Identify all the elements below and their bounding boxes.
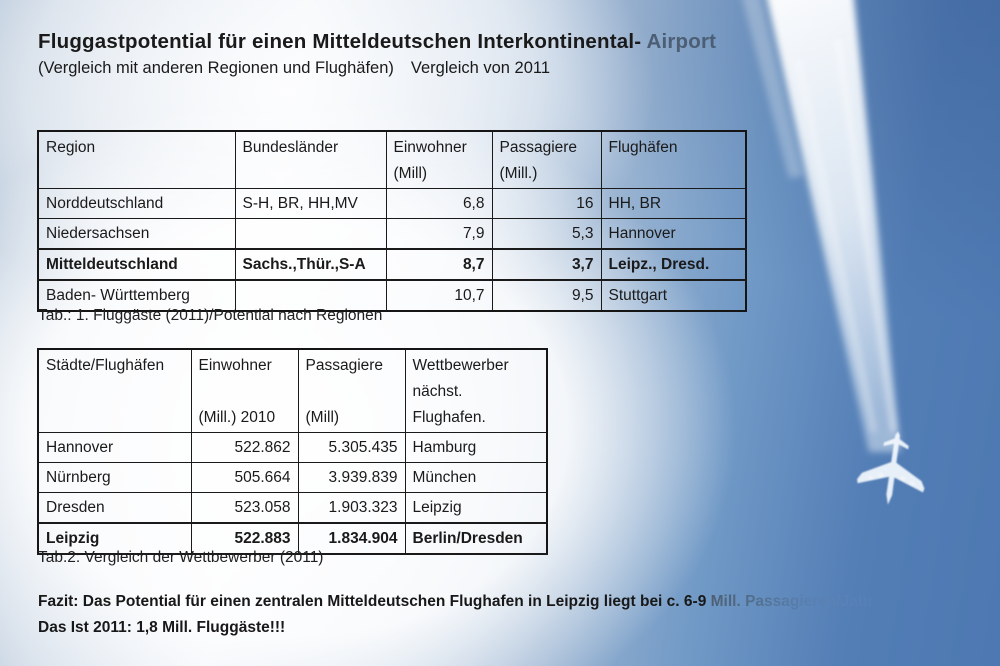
column-header-region: Region xyxy=(37,130,236,189)
cell-wettbewerber: Leipzig xyxy=(404,492,548,524)
contrail xyxy=(767,0,901,452)
cell-passagiere: 1.903.323 xyxy=(297,492,406,524)
contrail-streak xyxy=(796,59,876,433)
contrail-streak xyxy=(835,39,897,433)
competitors-table-header-row: Städte/Flughäfen Einwohner (Mill.) 2010 … xyxy=(37,348,548,433)
cell-einwohner: 522.883 xyxy=(190,522,299,555)
cell-einwohner: 523.058 xyxy=(190,492,299,524)
column-header-einwohner: Einwohner (Mill.) 2010 xyxy=(190,348,299,433)
page-title-main: Fluggastpotential für einen Mitteldeutsc… xyxy=(38,30,642,53)
cell-wettbewerber: München xyxy=(404,462,548,493)
cell-einwohner: 8,7 xyxy=(385,248,493,281)
regions-table: Region Bundesländer Einwohner (Mill) Pas… xyxy=(37,130,747,312)
cell-region: Mitteldeutschland xyxy=(37,248,236,281)
airplane xyxy=(857,431,925,505)
cell-passagiere: 5.305.435 xyxy=(297,432,406,463)
cell-wettbewerber: Hamburg xyxy=(404,432,548,463)
contrail-wisp xyxy=(742,0,803,178)
cell-einwohner: 7,9 xyxy=(385,218,493,250)
conclusion-text: Fazit: Das Potential für einen zentralen… xyxy=(38,589,873,641)
cell-einwohner: 10,7 xyxy=(385,279,493,312)
table-row: Hannover 522.862 5.305.435 Hamburg xyxy=(37,432,548,463)
cell-passagiere: 3.939.839 xyxy=(297,462,406,493)
cell-passagiere: 9,5 xyxy=(491,279,602,312)
cell-region: Baden- Württemberg xyxy=(37,279,236,312)
cell-bundeslaender xyxy=(234,279,387,312)
regions-table-header-row: Region Bundesländer Einwohner (Mill) Pas… xyxy=(37,130,747,189)
cell-stadt: Leipzig xyxy=(37,522,192,555)
conclusion-line2: Das Ist 2011: 1,8 Mill. Fluggäste!!! xyxy=(38,619,286,636)
page-title: Fluggastpotential für einen Mitteldeutsc… xyxy=(38,30,716,54)
cell-flughaefen: HH, BR xyxy=(600,188,747,219)
cell-region: Norddeutschland xyxy=(37,188,236,219)
cell-wettbewerber: Berlin/Dresden xyxy=(404,522,548,555)
subtitle-comparison: (Vergleich mit anderen Regionen und Flug… xyxy=(38,59,394,77)
cell-passagiere: 3,7 xyxy=(491,248,602,281)
cell-bundeslaender xyxy=(234,218,387,250)
column-header-einwohner: Einwohner (Mill) xyxy=(385,130,493,189)
cell-bundeslaender: S-H, BR, HH,MV xyxy=(234,188,387,219)
cell-passagiere: 16 xyxy=(491,188,602,219)
subtitle-year: Vergleich von 2011 xyxy=(410,59,551,77)
cell-bundeslaender: Sachs.,Thür.,S-A xyxy=(234,248,387,281)
column-header-flughaefen: Flughäfen xyxy=(600,130,747,189)
cell-stadt: Hannover xyxy=(37,432,192,463)
cell-einwohner: 505.664 xyxy=(190,462,299,493)
table-row: Nürnberg 505.664 3.939.839 München xyxy=(37,462,548,493)
cell-stadt: Nürnberg xyxy=(37,462,192,493)
table-row: Baden- Württemberg 10,7 9,5 Stuttgart xyxy=(37,279,747,312)
conclusion-line1-dark: Fazit: Das Potential für einen zentralen… xyxy=(38,593,707,610)
column-header-wettbewerber: Wettbewerber nächst. Flughafen. xyxy=(404,348,548,433)
table-row: Niedersachsen 7,9 5,3 Hannover xyxy=(37,218,747,250)
cell-einwohner: 522.862 xyxy=(190,432,299,463)
competitors-table-caption: Tab.2: Vergleich der Wettbewerber (2011) xyxy=(38,549,324,566)
conclusion-line1: Fazit: Das Potential für einen zentralen… xyxy=(38,589,873,615)
column-header-passagiere: Passagiere (Mill) xyxy=(297,348,406,433)
column-header-passagiere: Passagiere (Mill.) xyxy=(491,130,602,189)
cell-stadt: Dresden xyxy=(37,492,192,524)
page-subtitle: (Vergleich mit anderen Regionen und Flug… xyxy=(38,59,550,78)
column-header-bundeslaender: Bundesländer xyxy=(234,130,387,189)
cell-flughaefen: Hannover xyxy=(600,218,747,250)
table-row-highlighted: Mitteldeutschland Sachs.,Thür.,S-A 8,7 3… xyxy=(37,248,747,281)
cell-flughaefen: Leipz., Dresd. xyxy=(600,248,747,281)
table-row-highlighted: Leipzig 522.883 1.834.904 Berlin/Dresden xyxy=(37,522,548,555)
cell-flughaefen: Stuttgart xyxy=(600,279,747,312)
page-title-accent: Airport xyxy=(641,30,717,53)
cell-passagiere: 5,3 xyxy=(491,218,602,250)
regions-table-caption: Tab.: 1. Fluggäste (2011)/Potential nach… xyxy=(38,307,383,324)
column-header-staedte: Städte/Flughäfen xyxy=(37,348,192,433)
table-row: Dresden 523.058 1.903.323 Leipzig xyxy=(37,492,548,524)
cell-passagiere: 1.834.904 xyxy=(297,522,406,555)
competitors-table: Städte/Flughäfen Einwohner (Mill.) 2010 … xyxy=(37,348,548,555)
cell-einwohner: 6,8 xyxy=(385,188,493,219)
conclusion-line1-faded: Mill. Passagieren/Jahr xyxy=(706,593,874,610)
table-row: Norddeutschland S-H, BR, HH,MV 6,8 16 HH… xyxy=(37,188,747,219)
cell-region: Niedersachsen xyxy=(37,218,236,250)
